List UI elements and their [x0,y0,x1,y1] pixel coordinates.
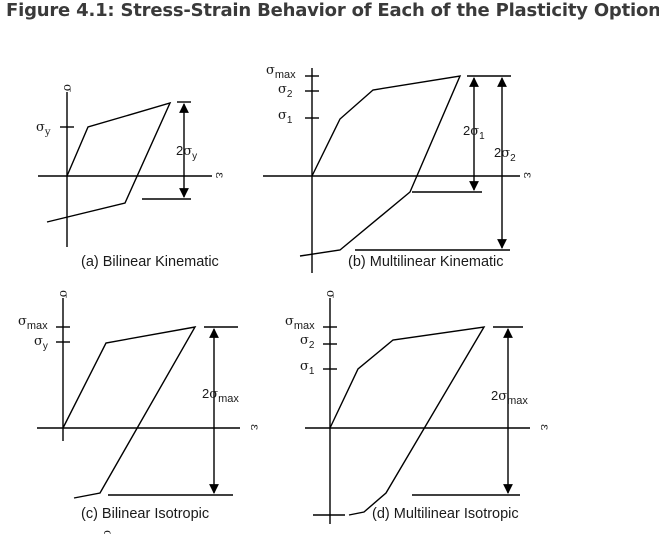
two-sigma-1-label: 2σ1 [463,123,485,142]
stress-strain-curve [299,75,462,257]
panel-multilinear-kinematic [263,68,520,273]
stress-strain-curve [329,326,486,516]
two-sigma-max-label: 2σmax [202,386,239,405]
caption-d: (d) Multilinear Isotropic [372,506,519,522]
two-sigma-2-label: 2σ2 [494,145,516,164]
panel-multilinear-isotropic [305,298,530,524]
figure-title: Figure 4.1: Stress-Strain Behavior of Ea… [6,0,659,21]
epsilon-axis-label: ε [538,424,552,430]
epsilon-axis-label: ε [521,172,535,178]
panel-bilinear-isotropic [37,298,240,499]
sigma-2-label: σ2 [278,82,293,100]
caption-b: (b) Multilinear Kinematic [348,254,504,270]
sigma-y-label: σy [34,334,48,352]
two-sigma-max-label: 2σmax [491,388,528,407]
stress-strain-curve [62,326,197,499]
sigma-axis-label: σ [324,290,338,298]
sigma-partial-glyph: σ [101,530,115,534]
epsilon-axis-label: ε [213,172,227,178]
sigma-1-label: σ1 [278,108,293,126]
two-sigma-y-label: 2σy [176,143,197,162]
sigma-axis-label: σ [61,84,75,92]
sigma-max-label: σmax [266,63,296,81]
sigma-y-label: σy [36,120,51,138]
panel-bilinear-kinematic [38,92,212,247]
sigma-max-label: σmax [18,314,48,332]
stress-strain-curve [46,101,172,223]
sigma-max-label: σmax [285,314,315,332]
sigma-1-label: σ1 [300,359,315,377]
epsilon-axis-label: ε [248,424,262,430]
sigma-axis-label: σ [57,290,71,298]
caption-a: (a) Bilinear Kinematic [81,254,219,270]
sigma-2-label: σ2 [300,333,315,351]
caption-c: (c) Bilinear Isotropic [81,506,209,522]
